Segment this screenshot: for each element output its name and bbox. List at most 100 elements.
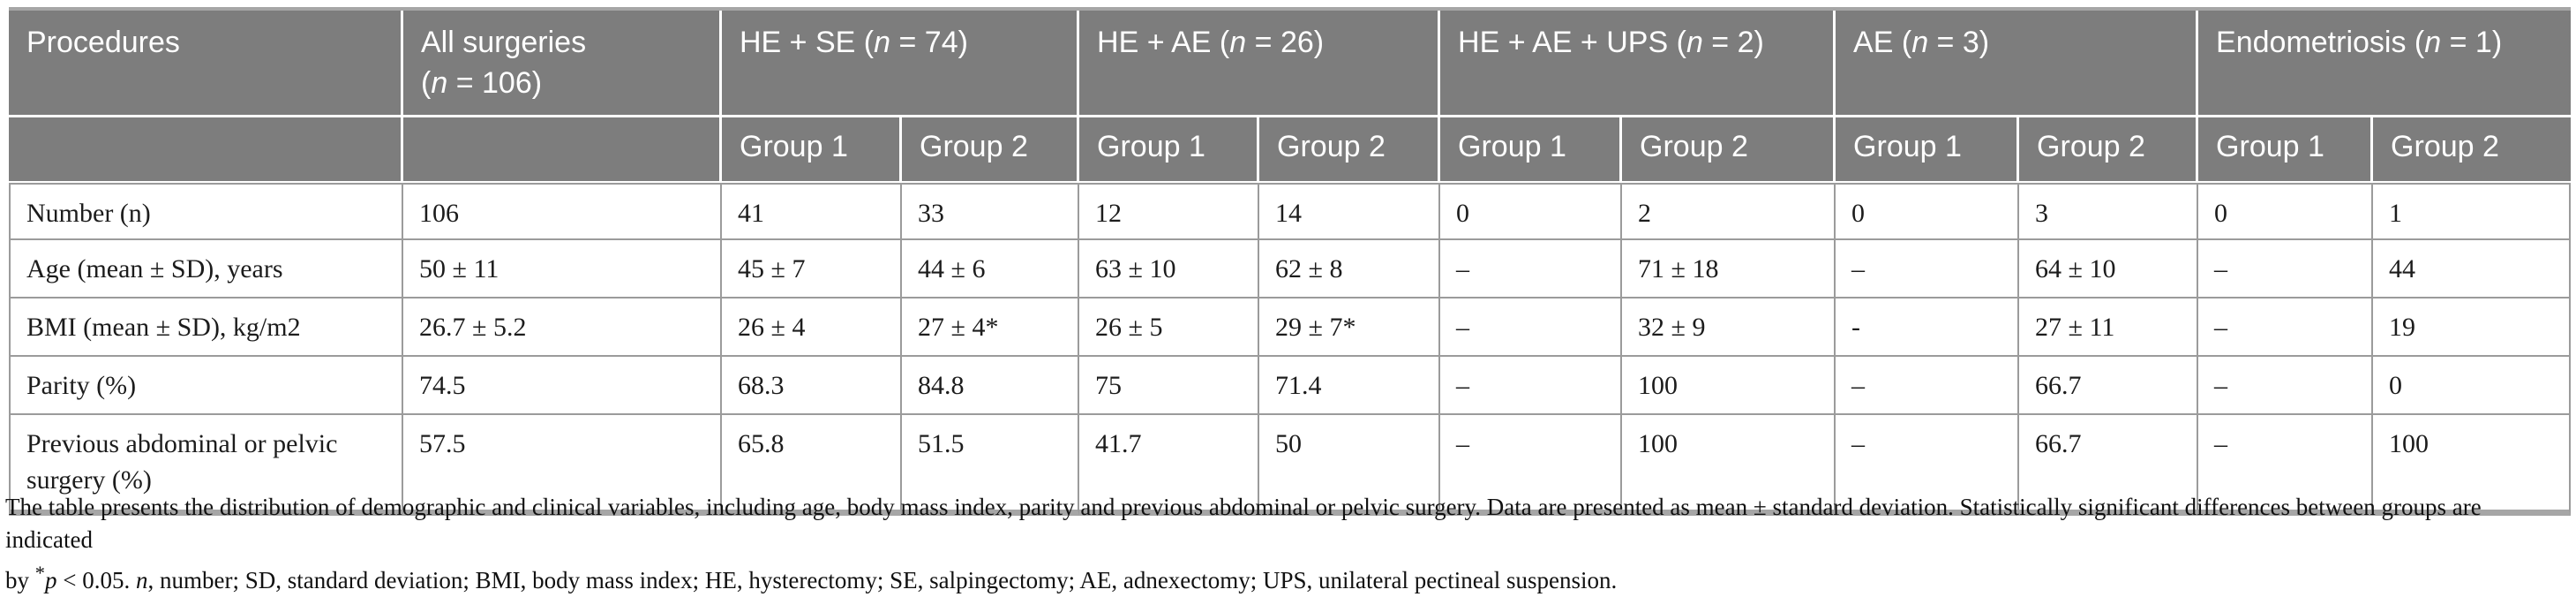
group2-header-he-ae: Group 2 — [1259, 117, 1441, 183]
group2-header-he-ae-ups: Group 2 — [1622, 117, 1836, 183]
col-header-all-surgeries: All surgeries (n = 106) — [403, 11, 722, 117]
cell-value: – — [2198, 415, 2374, 516]
cell-value: 0 — [2373, 357, 2572, 415]
category-count: (n = 106) — [421, 65, 543, 100]
group1-header-he-ae: Group 1 — [1079, 117, 1260, 183]
table-row-previous-surgery: Previous abdominal or pelvic surgery (%)… — [9, 415, 2572, 516]
cell-value: 71 ± 18 — [1622, 240, 1836, 298]
footnote-line-2: by *p < 0.05. n, number; SD, standard de… — [5, 562, 1618, 593]
row-label: Previous abdominal or pelvic surgery (%) — [9, 415, 403, 516]
cell-value: 100 — [1622, 357, 1836, 415]
header-row-groups: Group 1 Group 2 Group 1 Group 2 Group 1 … — [9, 117, 2572, 183]
cell-value: 100 — [2373, 415, 2572, 516]
cell-value: 26.7 ± 5.2 — [403, 298, 722, 357]
cell-value: 19 — [2373, 298, 2572, 357]
demographics-table-wrap: Procedures All surgeries (n = 106) HE + … — [9, 7, 2572, 516]
cell-value: 71.4 — [1259, 357, 1441, 415]
table-footnote: The table presents the distribution of d… — [5, 491, 2573, 597]
cell-value: 75 — [1079, 357, 1260, 415]
cell-value: – — [1440, 298, 1623, 357]
italic-n: n — [874, 26, 891, 59]
cell-value: 41.7 — [1079, 415, 1260, 516]
cell-value: 64 ± 10 — [2019, 240, 2199, 298]
cell-value: 45 ± 7 — [722, 240, 902, 298]
cell-value: 26 ± 5 — [1079, 298, 1260, 357]
cell-value: – — [2198, 240, 2374, 298]
row-label: BMI (mean ± SD), kg/m2 — [9, 298, 403, 357]
cell-value: 100 — [1622, 415, 1836, 516]
row-label: Number (n) — [9, 183, 403, 240]
group2-header-he-se: Group 2 — [902, 117, 1080, 183]
cell-value: 41 — [722, 183, 902, 240]
cell-value: – — [1836, 357, 2020, 415]
header-row-categories: Procedures All surgeries (n = 106) HE + … — [9, 11, 2572, 117]
table-row-number: Number (n) 106 41 33 12 14 0 2 0 3 0 1 — [9, 183, 2572, 240]
cell-value: – — [2198, 357, 2374, 415]
cell-value: 26 ± 4 — [722, 298, 902, 357]
empty-header-cell — [9, 117, 403, 183]
cell-value: – — [1836, 415, 2020, 516]
italic-n: n — [431, 65, 448, 100]
table-row-parity: Parity (%) 74.5 68.3 84.8 75 71.4 – 100 … — [9, 357, 2572, 415]
table-row-age: Age (mean ± SD), years 50 ± 11 45 ± 7 44… — [9, 240, 2572, 298]
cell-value: – — [2198, 298, 2374, 357]
group1-header-ae: Group 1 — [1836, 117, 2020, 183]
table-row-bmi: BMI (mean ± SD), kg/m2 26.7 ± 5.2 26 ± 4… — [9, 298, 2572, 357]
cell-value: 2 — [1622, 183, 1836, 240]
cell-value: 50 ± 11 — [403, 240, 722, 298]
cell-value: – — [1440, 357, 1623, 415]
cell-value: 14 — [1259, 183, 1441, 240]
col-header-procedures: Procedures — [9, 11, 403, 117]
cell-value: 68.3 — [722, 357, 902, 415]
cell-value: 0 — [1836, 183, 2020, 240]
col-header-he-ae: HE + AE (n = 26) — [1079, 11, 1441, 117]
cell-value: - — [1836, 298, 2020, 357]
cell-value: 27 ± 11 — [2019, 298, 2199, 357]
cell-value: 32 ± 9 — [1622, 298, 1836, 357]
italic-p: p — [45, 567, 57, 593]
cell-value: 0 — [2198, 183, 2374, 240]
cell-value: – — [1836, 240, 2020, 298]
col-header-endometriosis: Endometriosis (n = 1) — [2198, 11, 2572, 117]
cell-value: 44 ± 6 — [902, 240, 1080, 298]
category-name: All surgeries — [421, 26, 587, 59]
cell-value: 27 ± 4* — [902, 298, 1080, 357]
group1-header-he-se: Group 1 — [722, 117, 902, 183]
row-label: Age (mean ± SD), years — [9, 240, 403, 298]
demographics-table: Procedures All surgeries (n = 106) HE + … — [9, 7, 2572, 516]
cell-value: 84.8 — [902, 357, 1080, 415]
cell-value: 66.7 — [2019, 357, 2199, 415]
cell-value: 74.5 — [403, 357, 722, 415]
col-header-ae: AE (n = 3) — [1836, 11, 2199, 117]
italic-n: n — [2424, 26, 2442, 59]
group1-header-endometriosis: Group 1 — [2198, 117, 2374, 183]
cell-value: 57.5 — [403, 415, 722, 516]
cell-value: – — [1440, 240, 1623, 298]
cell-value: 33 — [902, 183, 1080, 240]
cell-value: 66.7 — [2019, 415, 2199, 516]
cell-value: 65.8 — [722, 415, 902, 516]
group2-header-ae: Group 2 — [2019, 117, 2199, 183]
cell-value: 62 ± 8 — [1259, 240, 1441, 298]
cell-value: – — [1440, 415, 1623, 516]
col-header-he-ae-ups: HE + AE + UPS (n = 2) — [1440, 11, 1836, 117]
empty-header-cell — [403, 117, 722, 183]
cell-value: 44 — [2373, 240, 2572, 298]
col-header-he-se: HE + SE (n = 74) — [722, 11, 1080, 117]
italic-n: n — [1229, 26, 1247, 59]
cell-value: 50 — [1259, 415, 1441, 516]
cell-value: 12 — [1079, 183, 1260, 240]
italic-n: n — [1686, 26, 1703, 59]
row-label: Parity (%) — [9, 357, 403, 415]
italic-n: n — [135, 567, 148, 593]
group1-header-he-ae-ups: Group 1 — [1440, 117, 1623, 183]
cell-value: 63 ± 10 — [1079, 240, 1260, 298]
cell-value: 3 — [2019, 183, 2199, 240]
cell-value: 106 — [403, 183, 722, 240]
significance-star: * — [34, 562, 45, 584]
cell-value: 51.5 — [902, 415, 1080, 516]
group2-header-endometriosis: Group 2 — [2373, 117, 2572, 183]
cell-value: 29 ± 7* — [1259, 298, 1441, 357]
italic-n: n — [1911, 26, 1929, 59]
footnote-line-1: The table presents the distribution of d… — [5, 494, 2482, 553]
